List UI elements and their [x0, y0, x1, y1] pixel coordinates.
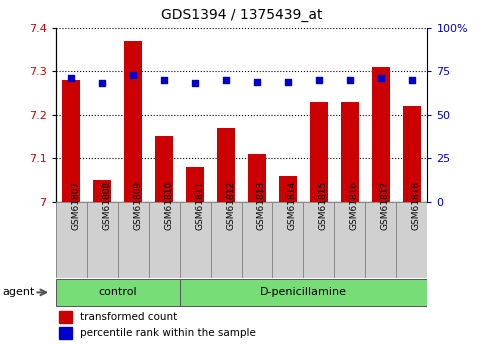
- Bar: [56, 202, 86, 278]
- Point: [253, 79, 261, 85]
- Bar: [59, 327, 72, 339]
- Text: GSM61814: GSM61814: [288, 181, 297, 230]
- Bar: [341, 102, 359, 202]
- Bar: [93, 180, 112, 202]
- Point: [315, 77, 323, 82]
- Text: GSM61813: GSM61813: [257, 181, 266, 230]
- Point: [160, 77, 168, 82]
- Bar: [124, 41, 142, 202]
- Text: GSM61817: GSM61817: [381, 181, 390, 230]
- Point: [98, 81, 106, 86]
- Bar: [56, 279, 180, 306]
- Bar: [180, 279, 427, 306]
- Text: GDS1394 / 1375439_at: GDS1394 / 1375439_at: [161, 8, 322, 22]
- Bar: [62, 80, 80, 202]
- Point: [191, 81, 199, 86]
- Point: [129, 72, 137, 77]
- Text: GSM61816: GSM61816: [350, 181, 359, 230]
- Bar: [117, 202, 149, 278]
- Text: transformed count: transformed count: [80, 312, 177, 322]
- Bar: [334, 202, 366, 278]
- Bar: [372, 67, 390, 202]
- Bar: [149, 202, 180, 278]
- Point: [377, 75, 385, 81]
- Text: GSM61818: GSM61818: [412, 181, 421, 230]
- Text: control: control: [98, 287, 137, 297]
- Bar: [180, 202, 211, 278]
- Text: D-penicillamine: D-penicillamine: [260, 287, 347, 297]
- Text: agent: agent: [3, 287, 35, 297]
- Bar: [242, 202, 272, 278]
- Bar: [279, 176, 297, 202]
- Text: GSM61808: GSM61808: [102, 181, 111, 230]
- Bar: [248, 154, 266, 202]
- Bar: [86, 202, 117, 278]
- Bar: [403, 106, 421, 202]
- Bar: [155, 137, 173, 202]
- Bar: [211, 202, 242, 278]
- Bar: [366, 202, 397, 278]
- Text: GSM61810: GSM61810: [164, 181, 173, 230]
- Text: GSM61809: GSM61809: [133, 181, 142, 230]
- Text: GSM61807: GSM61807: [71, 181, 80, 230]
- Point: [222, 77, 230, 82]
- Bar: [59, 310, 72, 323]
- Bar: [303, 202, 334, 278]
- Bar: [397, 202, 427, 278]
- Point: [408, 77, 416, 82]
- Bar: [217, 128, 235, 202]
- Point: [67, 75, 75, 81]
- Bar: [186, 167, 204, 202]
- Bar: [272, 202, 303, 278]
- Text: GSM61812: GSM61812: [226, 181, 235, 230]
- Text: GSM61811: GSM61811: [195, 181, 204, 230]
- Text: percentile rank within the sample: percentile rank within the sample: [80, 328, 256, 338]
- Point: [284, 79, 292, 85]
- Point: [346, 77, 354, 82]
- Bar: [310, 102, 328, 202]
- Text: GSM61815: GSM61815: [319, 181, 328, 230]
